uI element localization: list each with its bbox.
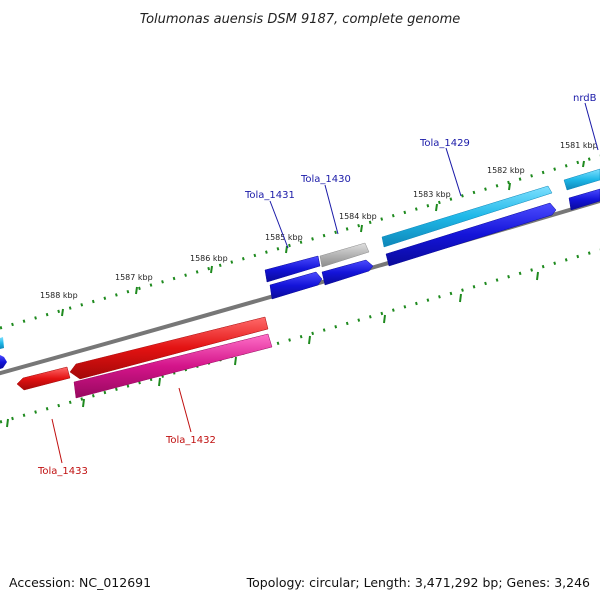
gene-label-tola-1433[interactable]: Tola_1433 [37,466,88,477]
feature-gene-tola-1429[interactable] [385,202,557,267]
feature-cds-nrdb[interactable] [563,168,600,191]
gene-label-tola-1430[interactable]: Tola_1430 [300,174,351,185]
tick-label: 1583 kbp [413,190,451,199]
tick-major-1586 [210,265,213,274]
feature-cds-tola-1430[interactable] [319,242,370,268]
tick-label: 1582 kbp [487,166,525,175]
feature-cds-tola-1431[interactable] [264,255,321,283]
feature-gene-tola-1432[interactable] [73,333,273,399]
tick-label: 1587 kbp [115,273,153,282]
topology-text: Topology: circular; Length: 3,471,292 bp… [246,575,590,590]
outer-tick-ruler [0,154,600,330]
tick-major-1581 [582,160,585,168]
tick-major-1582 [508,182,511,191]
feature-gene-left-partial[interactable] [0,355,7,369]
inner-tick-ruler [0,248,600,428]
tick-major-1584 [360,224,363,233]
feature-cds-tola-1429[interactable] [381,185,553,248]
tick-label: 1586 kbp [190,254,228,263]
gene-labels: nrdB Tola_1429 Tola_1430 Tola_1431 Tola_… [37,93,599,477]
reverse-strand-features [16,316,273,399]
feature-gene-nrdb[interactable] [568,188,600,211]
forward-strand-features [0,168,600,369]
gene-label-tola-1429[interactable]: Tola_1429 [419,138,470,149]
feature-gene-tola-1431[interactable] [269,271,323,300]
gene-label-nrdb[interactable]: nrdB [573,93,597,104]
gene-label-tola-1432[interactable]: Tola_1432 [165,435,216,446]
feature-gene-tola-1430[interactable] [321,259,374,286]
tick-major-1587 [135,286,138,295]
tick-label: 1588 kbp [40,291,78,300]
map-title: Tolumonas auensis DSM 9187, complete gen… [140,12,461,27]
gene-label-tola-1431[interactable]: Tola_1431 [244,190,295,201]
tick-label: 1581 kbp [560,141,598,150]
tick-major-1583 [435,203,438,212]
tick-major-1585 [285,245,288,254]
tick-label: 1584 kbp [339,212,377,221]
tick-major-1588 [61,308,64,317]
feature-cds-tola-1433[interactable] [16,366,71,391]
feature-cds-tola-1432[interactable] [69,316,269,380]
accession-text: Accession: NC_012691 [9,575,151,590]
feature-cds-left-partial[interactable] [0,337,4,349]
